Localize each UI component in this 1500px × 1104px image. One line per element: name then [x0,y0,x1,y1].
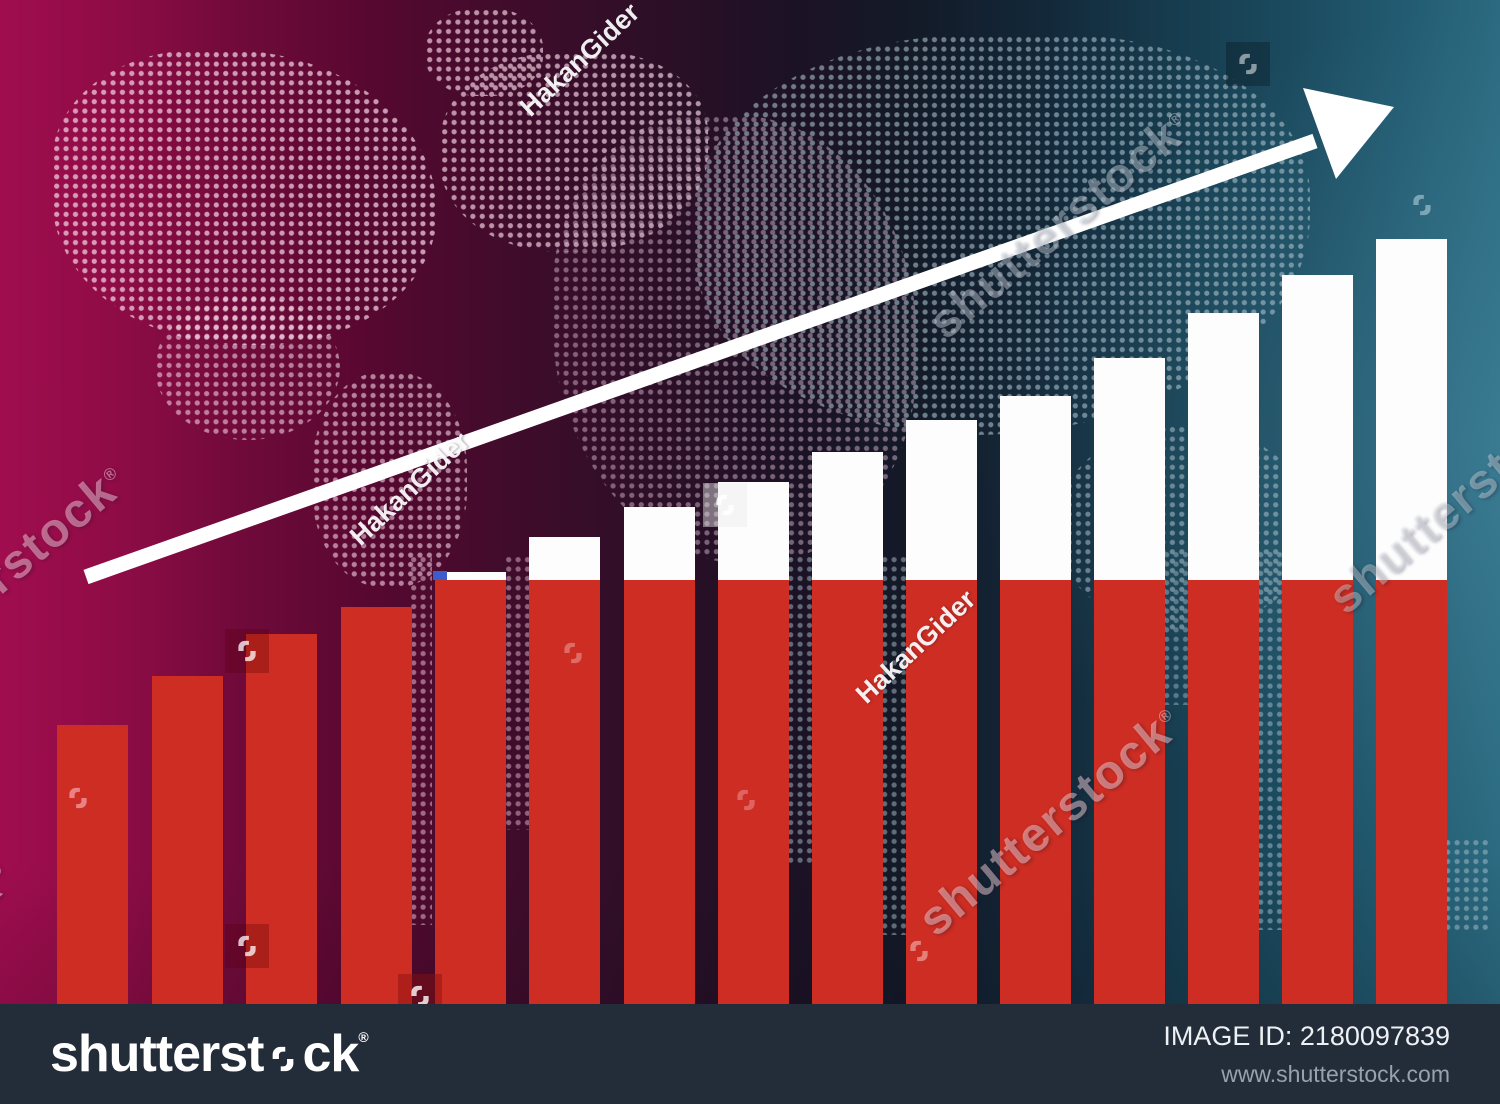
flag-bar-8 [718,482,789,1004]
shutterstock-s-icon [265,1034,301,1072]
logo-text-pre: shutterst [50,1025,264,1083]
flag-bar-1 [57,725,128,1004]
shutterstock-s-icon [724,778,768,822]
flag-bar-white-segment [1094,358,1165,580]
flag-bar-10 [906,420,977,1004]
map-dots-central-america [155,295,340,440]
flag-bar-white-segment [435,572,506,580]
map-dots-tail-7 [1443,838,1489,933]
flag-bar-4 [341,607,412,1004]
shutterstock-s-icon [225,629,269,673]
flag-bar-11 [1000,396,1071,1004]
site-url-text: www.shutterstock.com [1221,1060,1450,1087]
map-dots-tail-2 [504,555,529,830]
map-dots-tail-4 [880,555,907,935]
flag-bar-white-segment [906,420,977,580]
shutterstock-s-icon [1400,183,1444,227]
flag-bar-3 [246,634,317,1004]
flag-bar-5 [435,572,506,1004]
map-dots-south-america [312,372,467,587]
shutterstock-s-icon [1226,42,1270,86]
flag-bar-2 [152,676,223,1004]
blue-chip-marker [433,571,447,580]
map-dots-tail-5 [1162,550,1189,705]
flag-bar-white-segment [529,537,600,580]
flag-bar-14 [1282,275,1353,1004]
flag-bar-12 [1094,358,1165,1004]
map-dots-tail-3 [786,555,813,865]
shutterstock-s-icon [897,929,941,973]
flag-bar-white-segment [1000,396,1071,580]
flag-bar-6 [529,537,600,1004]
shutterstock-s-icon [56,776,100,820]
shutterstock-s-icon [551,631,595,675]
flag-bar-7 [624,507,695,1004]
registered-mark: ® [358,1029,368,1045]
flag-bar-white-segment [1282,275,1353,580]
flag-bar-white-segment [624,507,695,580]
image-id-text: IMAGE ID: 2180097839 [1163,1020,1450,1051]
footer-meta: IMAGE ID: 2180097839 www.shutterstock.co… [1163,1021,1450,1088]
map-dots-tail-1 [409,555,432,925]
map-dots-tail-6 [1256,550,1283,930]
flag-bar-13 [1188,313,1259,1004]
logo-text-post: ck [302,1025,359,1083]
shutterstock-s-icon [703,483,747,527]
footer-bar: shutterst ck ® IMAGE ID: 2180097839 www.… [0,1004,1500,1104]
flag-bar-9 [812,452,883,1004]
flag-bar-white-segment [1188,313,1259,580]
flag-bar-white-segment [1376,239,1447,580]
flag-bar-white-segment [718,482,789,580]
shutterstock-logo: shutterst ck ® [50,1025,369,1083]
flag-bar-white-segment [812,452,883,580]
shutterstock-s-icon [225,924,269,968]
flag-bar-15 [1376,239,1447,1004]
